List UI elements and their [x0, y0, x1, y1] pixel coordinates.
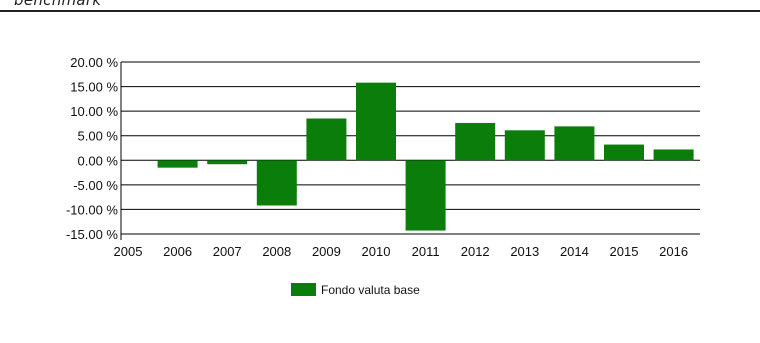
- x-tick-label: 2016: [659, 244, 688, 259]
- x-tick-label: 2007: [213, 244, 242, 259]
- x-tick-label: 2013: [510, 244, 539, 259]
- bar-2006: [157, 160, 198, 168]
- header-divider: [0, 10, 760, 12]
- x-tick-label: 2010: [362, 244, 391, 259]
- bar-2016: [653, 149, 694, 161]
- legend-swatch: [291, 283, 316, 296]
- y-tick-label: -15.00 %: [66, 227, 118, 242]
- bar-2014: [554, 126, 595, 161]
- bar-2012: [455, 122, 496, 161]
- y-axis-tick-labels: 20.00 % 15.00 % 10.00 % 5.00 % 0.00 % -5.00 %…: [66, 55, 118, 242]
- bars: [157, 82, 694, 231]
- axes: [120, 62, 700, 240]
- bar-2011: [405, 160, 446, 231]
- y-tick-label: 20.00 %: [70, 55, 118, 70]
- x-tick-label: 2011: [412, 244, 440, 259]
- x-tick-label: 2005: [114, 244, 143, 259]
- bar-2009: [306, 118, 347, 161]
- x-tick-label: 2009: [312, 244, 341, 259]
- legend-label: Fondo valuta base: [321, 283, 420, 297]
- y-tick-label: 15.00 %: [70, 80, 118, 95]
- bar-2013: [504, 130, 545, 161]
- x-tick-label: 2012: [461, 244, 490, 259]
- x-tick-label: 2006: [163, 244, 192, 259]
- y-tick-label: -10.00 %: [66, 202, 118, 217]
- bar-2008: [256, 160, 297, 206]
- page-title: benchmark: [14, 0, 102, 9]
- legend: Fondo valuta base: [291, 283, 420, 297]
- bar-2007: [207, 160, 248, 165]
- y-tick-label: 0.00 %: [78, 153, 119, 168]
- bar-2015: [604, 144, 644, 161]
- y-tick-label: 10.00 %: [70, 104, 118, 119]
- x-tick-label: 2014: [560, 244, 589, 259]
- bar-2010: [356, 82, 396, 161]
- x-axis-tick-labels: 2005 2006 2007 2008 2009 2010 2011 2012 2013 2014…: [114, 244, 689, 259]
- x-tick-label: 2008: [262, 244, 291, 259]
- y-tick-label: 5.00 %: [78, 129, 119, 144]
- y-tick-label: -5.00 %: [73, 178, 118, 193]
- x-tick-label: 2015: [610, 244, 639, 259]
